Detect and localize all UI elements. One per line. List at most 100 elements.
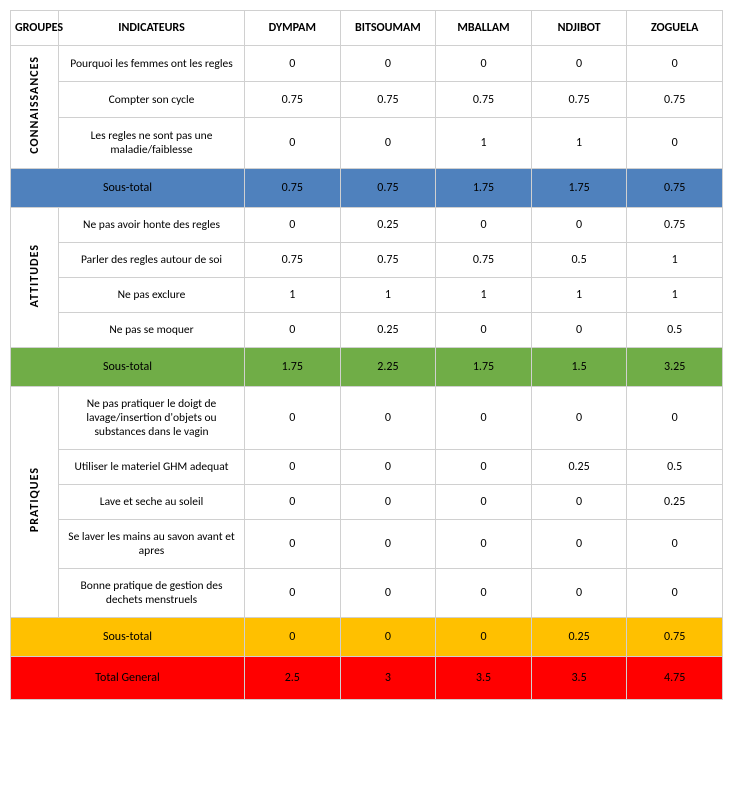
value-cell: 1 [627,242,723,277]
value-cell: 0 [340,568,436,617]
value-cell: 0 [436,519,532,568]
value-cell: 0 [340,519,436,568]
subtotal-value: 1.5 [531,347,627,386]
subtotal-value: 0.75 [627,617,723,656]
table-row: Utiliser le materiel GHM adequat0000.250… [11,449,723,484]
value-cell: 1 [245,277,341,312]
table-row: Se laver les mains au savon avant et apr… [11,519,723,568]
header-village-1: BITSOUMAM [340,11,436,46]
total-label: Total General [11,656,245,699]
value-cell: 0.75 [436,82,532,118]
value-cell: 0 [245,519,341,568]
value-cell: 0.5 [531,242,627,277]
value-cell: 0 [245,207,341,242]
value-cell: 0 [436,46,532,82]
total-value: 2.5 [245,656,341,699]
header-village-2: MBALLAM [436,11,532,46]
group-label-connaissances: CONNAISSANCES [11,46,59,169]
value-cell: 0.75 [531,82,627,118]
subtotal-value: 0.75 [627,168,723,207]
total-value: 3.5 [436,656,532,699]
indicator-cell: Ne pas se moquer [59,312,245,347]
value-cell: 0.25 [531,449,627,484]
value-cell: 0.25 [340,312,436,347]
subtotal-value: 0 [340,617,436,656]
indicator-cell: Bonne pratique de gestion des dechets me… [59,568,245,617]
subtotal-value: 1.75 [245,347,341,386]
subtotal-label: Sous-total [11,347,245,386]
value-cell: 0 [627,118,723,169]
indicator-cell: Ne pas exclure [59,277,245,312]
value-cell: 0 [531,207,627,242]
value-cell: 0 [627,519,723,568]
subtotal-label: Sous-total [11,168,245,207]
value-cell: 0 [340,484,436,519]
header-groupes: GROUPES [11,11,59,46]
subtotal-row-attitudes: Sous-total1.752.251.751.53.25 [11,347,723,386]
value-cell: 0 [436,484,532,519]
subtotal-value: 1.75 [436,168,532,207]
value-cell: 1 [531,277,627,312]
value-cell: 0.5 [627,312,723,347]
value-cell: 0.25 [627,484,723,519]
value-cell: 0 [245,449,341,484]
subtotal-value: 0 [245,617,341,656]
value-cell: 0.75 [245,242,341,277]
value-cell: 0 [340,46,436,82]
value-cell: 1 [436,277,532,312]
value-cell: 0 [531,46,627,82]
subtotal-value: 3.25 [627,347,723,386]
table-row: PRATIQUESNe pas pratiquer le doigt de la… [11,386,723,449]
value-cell: 0.5 [627,449,723,484]
subtotal-row-connaissances: Sous-total0.750.751.751.750.75 [11,168,723,207]
header-indicateurs: INDICATEURS [59,11,245,46]
value-cell: 0 [436,312,532,347]
subtotal-value: 0.25 [531,617,627,656]
value-cell: 0 [436,386,532,449]
total-value: 3 [340,656,436,699]
indicator-cell: Pourquoi les femmes ont les regles [59,46,245,82]
value-cell: 0 [340,386,436,449]
value-cell: 0 [531,568,627,617]
total-row: Total General2.533.53.54.75 [11,656,723,699]
value-cell: 0 [340,449,436,484]
indicator-cell: Compter son cycle [59,82,245,118]
value-cell: 0 [627,568,723,617]
table-row: Bonne pratique de gestion des dechets me… [11,568,723,617]
value-cell: 0.25 [340,207,436,242]
value-cell: 0 [245,568,341,617]
subtotal-value: 1.75 [531,168,627,207]
table-row: Ne pas se moquer00.25000.5 [11,312,723,347]
subtotal-value: 2.25 [340,347,436,386]
value-cell: 0 [245,386,341,449]
value-cell: 1 [627,277,723,312]
subtotal-value: 0.75 [340,168,436,207]
table-body: CONNAISSANCESPourquoi les femmes ont les… [11,46,723,700]
indicator-cell: Parler des regles autour de soi [59,242,245,277]
value-cell: 0 [627,46,723,82]
value-cell: 1 [436,118,532,169]
value-cell: 0.75 [245,82,341,118]
table-row: ATTITUDESNe pas avoir honte des regles00… [11,207,723,242]
value-cell: 0 [245,484,341,519]
value-cell: 0.75 [340,242,436,277]
value-cell: 0 [531,312,627,347]
value-cell: 0 [436,449,532,484]
value-cell: 1 [340,277,436,312]
subtotal-value: 0.75 [245,168,341,207]
value-cell: 0 [245,312,341,347]
value-cell: 0 [531,484,627,519]
value-cell: 0.75 [340,82,436,118]
indicators-table: GROUPES INDICATEURS DYMPAM BITSOUMAM MBA… [10,10,723,700]
indicator-cell: Utiliser le materiel GHM adequat [59,449,245,484]
table-row: CONNAISSANCESPourquoi les femmes ont les… [11,46,723,82]
indicator-cell: Les regles ne sont pas une maladie/faibl… [59,118,245,169]
header-village-0: DYMPAM [245,11,341,46]
table-row: Ne pas exclure11111 [11,277,723,312]
value-cell: 1 [531,118,627,169]
header-row: GROUPES INDICATEURS DYMPAM BITSOUMAM MBA… [11,11,723,46]
value-cell: 0.75 [627,82,723,118]
table-row: Lave et seche au soleil00000.25 [11,484,723,519]
table-row: Parler des regles autour de soi0.750.750… [11,242,723,277]
subtotal-value: 0 [436,617,532,656]
